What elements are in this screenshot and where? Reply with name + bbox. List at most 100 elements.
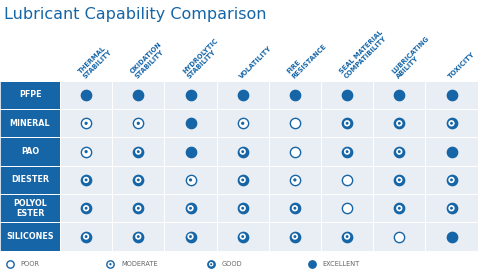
Point	[134, 206, 142, 210]
Point	[134, 149, 142, 154]
Point	[107, 262, 114, 266]
Point	[207, 262, 215, 266]
Bar	[0, 194, 60, 222]
Point	[82, 206, 90, 210]
Bar	[60, 81, 478, 109]
Point	[134, 234, 142, 239]
Point	[291, 121, 299, 125]
Text: LUBRICATING
ABILITY: LUBRICATING ABILITY	[390, 35, 434, 79]
Point	[291, 206, 299, 210]
Text: FIRE
RESISTANCE: FIRE RESISTANCE	[286, 38, 327, 79]
Point	[343, 121, 351, 125]
Point	[134, 178, 142, 182]
Bar	[60, 109, 478, 138]
Point	[396, 206, 403, 210]
Point	[82, 234, 90, 239]
Point	[396, 206, 403, 210]
Text: PAO: PAO	[21, 147, 39, 156]
Point	[239, 149, 247, 154]
Point	[291, 234, 299, 239]
Point	[448, 121, 456, 125]
Point	[343, 234, 351, 239]
Text: MODERATE: MODERATE	[121, 261, 157, 267]
Bar	[0, 166, 60, 194]
Point	[343, 149, 351, 154]
Point	[448, 121, 456, 125]
Point	[343, 149, 351, 154]
Point	[448, 178, 456, 182]
Point	[396, 149, 403, 154]
Point	[134, 178, 142, 182]
Point	[396, 121, 403, 125]
Text: MINERAL: MINERAL	[10, 119, 50, 128]
Point	[448, 206, 456, 210]
Text: POOR: POOR	[20, 261, 39, 267]
Point	[134, 121, 142, 125]
Point	[239, 206, 247, 210]
Text: OXIDATION
STABILITY: OXIDATION STABILITY	[130, 41, 168, 79]
Point	[187, 234, 194, 239]
Point	[187, 93, 194, 97]
Point	[82, 206, 90, 210]
Point	[343, 121, 351, 125]
Point	[6, 262, 13, 266]
Point	[82, 121, 90, 125]
Point	[82, 178, 90, 182]
Point	[239, 149, 247, 154]
Point	[239, 206, 247, 210]
Point	[396, 93, 403, 97]
Point	[291, 206, 299, 210]
Text: POLYOL
ESTER: POLYOL ESTER	[13, 199, 47, 218]
Point	[396, 206, 403, 210]
Point	[343, 149, 351, 154]
Point	[308, 262, 316, 266]
Point	[448, 121, 456, 125]
Point	[396, 234, 403, 239]
Point	[448, 206, 456, 210]
Point	[343, 234, 351, 239]
Point	[82, 234, 90, 239]
Point	[291, 93, 299, 97]
Point	[396, 149, 403, 154]
Text: GOOD: GOOD	[222, 261, 242, 267]
Bar	[0, 81, 60, 109]
Bar	[0, 138, 60, 166]
Point	[134, 234, 142, 239]
Point	[187, 206, 194, 210]
Point	[291, 206, 299, 210]
Point	[343, 178, 351, 182]
Point	[291, 178, 299, 182]
Bar	[60, 194, 478, 222]
Point	[291, 178, 299, 182]
Point	[343, 121, 351, 125]
Point	[239, 178, 247, 182]
Point	[82, 149, 90, 154]
Point	[239, 234, 247, 239]
Text: PFPE: PFPE	[19, 90, 41, 99]
Point	[134, 149, 142, 154]
Point	[187, 234, 194, 239]
Point	[187, 206, 194, 210]
Point	[239, 121, 247, 125]
Point	[448, 149, 456, 154]
Point	[343, 234, 351, 239]
Point	[134, 206, 142, 210]
Point	[343, 93, 351, 97]
Point	[82, 121, 90, 125]
Point	[82, 178, 90, 182]
Text: TOXICITY: TOXICITY	[447, 51, 476, 79]
Point	[396, 178, 403, 182]
Point	[107, 262, 114, 266]
Point	[187, 149, 194, 154]
Point	[239, 178, 247, 182]
Point	[134, 234, 142, 239]
Bar	[60, 138, 478, 166]
Text: EXCELLENT: EXCELLENT	[323, 261, 360, 267]
Point	[82, 149, 90, 154]
Text: SEAL MATERIAL
COMPATIBILITY: SEAL MATERIAL COMPATIBILITY	[338, 29, 388, 79]
Point	[448, 206, 456, 210]
Point	[134, 149, 142, 154]
Point	[134, 93, 142, 97]
Point	[82, 178, 90, 182]
Text: Lubricant Capability Comparison: Lubricant Capability Comparison	[4, 7, 266, 22]
